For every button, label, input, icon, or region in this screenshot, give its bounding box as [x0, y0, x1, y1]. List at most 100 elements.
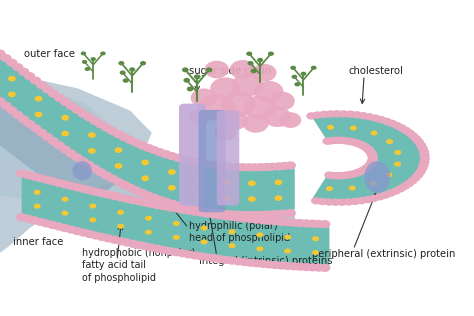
Circle shape [413, 171, 423, 179]
Circle shape [371, 131, 377, 136]
Circle shape [208, 254, 219, 262]
Circle shape [352, 111, 362, 118]
Circle shape [256, 232, 264, 237]
Circle shape [231, 163, 243, 171]
Circle shape [115, 193, 126, 202]
Circle shape [219, 162, 231, 170]
Circle shape [419, 151, 430, 159]
Circle shape [276, 218, 287, 226]
Circle shape [367, 152, 377, 159]
Circle shape [172, 201, 183, 210]
Circle shape [329, 172, 339, 179]
Circle shape [160, 198, 172, 206]
Circle shape [358, 112, 368, 119]
Circle shape [356, 167, 366, 175]
Circle shape [208, 161, 219, 169]
Circle shape [214, 211, 225, 219]
Circle shape [201, 253, 213, 261]
Circle shape [370, 114, 381, 122]
Circle shape [243, 163, 255, 171]
Circle shape [195, 191, 202, 197]
Circle shape [370, 181, 376, 186]
Circle shape [350, 198, 360, 205]
Circle shape [117, 224, 124, 229]
Circle shape [367, 158, 377, 166]
Circle shape [36, 81, 47, 89]
Circle shape [12, 111, 23, 119]
Circle shape [324, 198, 334, 206]
Circle shape [319, 220, 330, 228]
Circle shape [288, 262, 300, 270]
Circle shape [219, 210, 231, 218]
Circle shape [312, 236, 319, 241]
Circle shape [183, 78, 190, 83]
Circle shape [83, 161, 94, 169]
Circle shape [221, 92, 256, 117]
Circle shape [53, 222, 64, 231]
Circle shape [363, 196, 373, 203]
Circle shape [414, 138, 424, 146]
Circle shape [202, 208, 213, 216]
Circle shape [101, 124, 112, 132]
Circle shape [244, 95, 276, 119]
Circle shape [171, 248, 182, 256]
Circle shape [307, 220, 318, 228]
Circle shape [338, 110, 349, 118]
Circle shape [42, 85, 53, 93]
Circle shape [6, 58, 18, 67]
Circle shape [285, 209, 296, 217]
Circle shape [340, 137, 351, 144]
Circle shape [233, 214, 244, 222]
Circle shape [356, 141, 367, 149]
Circle shape [319, 111, 329, 118]
Circle shape [22, 171, 34, 179]
Circle shape [301, 219, 312, 228]
Circle shape [343, 137, 353, 145]
Circle shape [249, 211, 260, 219]
Polygon shape [0, 88, 130, 202]
Circle shape [337, 198, 347, 206]
Circle shape [237, 163, 248, 171]
Circle shape [352, 169, 362, 177]
Circle shape [24, 120, 35, 128]
Circle shape [65, 182, 77, 190]
Circle shape [401, 127, 411, 134]
Circle shape [292, 75, 297, 79]
Circle shape [35, 112, 42, 117]
Circle shape [196, 159, 207, 167]
Circle shape [208, 209, 219, 217]
Circle shape [350, 170, 360, 177]
Circle shape [77, 109, 89, 118]
Circle shape [276, 261, 287, 270]
Circle shape [365, 148, 375, 155]
Circle shape [189, 251, 201, 259]
Circle shape [60, 145, 71, 154]
Circle shape [215, 125, 236, 141]
Circle shape [72, 153, 82, 161]
Circle shape [264, 217, 275, 225]
Circle shape [400, 183, 410, 190]
Circle shape [62, 197, 68, 202]
Circle shape [221, 179, 229, 185]
Circle shape [248, 196, 255, 202]
Circle shape [24, 72, 35, 80]
Circle shape [103, 234, 114, 242]
Circle shape [148, 194, 160, 202]
Circle shape [206, 67, 212, 72]
Circle shape [255, 211, 266, 219]
Circle shape [279, 210, 290, 218]
Circle shape [53, 179, 64, 187]
Circle shape [84, 186, 95, 194]
Circle shape [257, 216, 269, 224]
Circle shape [148, 146, 160, 154]
Circle shape [178, 203, 189, 211]
Circle shape [408, 132, 419, 140]
Circle shape [273, 162, 284, 171]
Circle shape [268, 52, 274, 56]
Circle shape [301, 72, 306, 76]
Ellipse shape [364, 161, 390, 193]
Polygon shape [0, 79, 152, 253]
Circle shape [345, 111, 356, 118]
Circle shape [113, 130, 124, 138]
Circle shape [146, 200, 157, 208]
